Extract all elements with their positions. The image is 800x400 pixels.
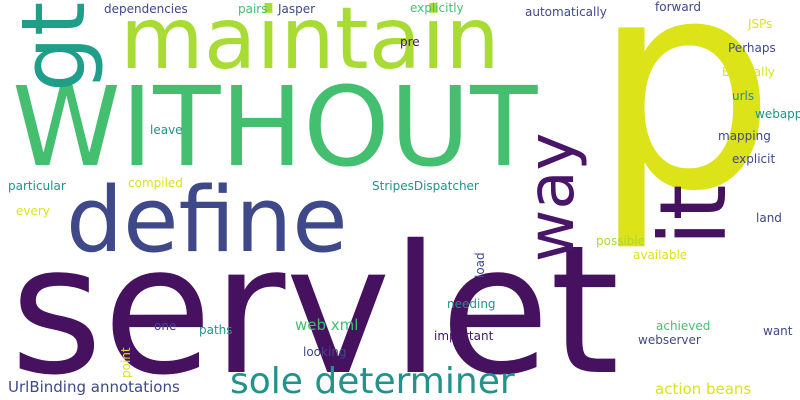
word-define: define (66, 168, 348, 273)
word-webserver: webserver (638, 333, 701, 347)
word-maintain: maintain (120, 0, 500, 89)
word-compiled: compiled (128, 176, 183, 190)
word-every: every (16, 204, 50, 218)
word-forward: forward (655, 0, 702, 14)
word-one: one (154, 319, 177, 333)
word-automatically: automatically (525, 5, 607, 19)
word-basically: Basically (722, 65, 775, 79)
word-webapp: webapp (755, 107, 800, 121)
word-pre: pre (400, 35, 420, 49)
word-action-beans: action beans (655, 380, 752, 398)
word-needing: needing (447, 297, 496, 311)
word-particular: particular (8, 179, 66, 193)
word-mapping: mapping (718, 129, 771, 143)
word-way: way (515, 132, 589, 262)
word-want: want (763, 324, 793, 338)
word-stripesdispatcher: StripesDispatcher (372, 179, 479, 193)
word-without: WITHOUT (12, 63, 538, 191)
word-paths: paths (199, 323, 233, 337)
word-p: p (592, 0, 777, 255)
word-jasper: Jasper (278, 2, 316, 16)
word-land: land (756, 211, 782, 225)
word-load: load (473, 252, 487, 278)
word-explicit: explicit (732, 152, 776, 166)
word-jsps: JSPs (748, 17, 773, 31)
word-urlbinding-annotations: UrlBinding annotations (8, 378, 180, 396)
word-urls: urls (732, 89, 755, 103)
word-possible: possible (596, 234, 646, 248)
word-servlet: servlet (10, 207, 620, 400)
word-perhaps: Perhaps (728, 41, 776, 55)
word-web-xml: web xml (295, 316, 359, 334)
word-dependencies: dependencies (104, 2, 188, 16)
word-leave: leave (150, 123, 183, 137)
word-looking: looking (303, 345, 347, 359)
word-explicitly: explicitly (410, 1, 464, 15)
word-pairs: pairs (238, 2, 268, 16)
word-achieved: achieved (656, 319, 711, 333)
word-important: important (434, 329, 494, 343)
word-gt: gt (2, 1, 105, 92)
word-it: it (640, 184, 747, 246)
word-available: available (633, 248, 688, 262)
word-point: point (119, 347, 133, 378)
word-sole-determiner: sole determiner (230, 361, 515, 400)
